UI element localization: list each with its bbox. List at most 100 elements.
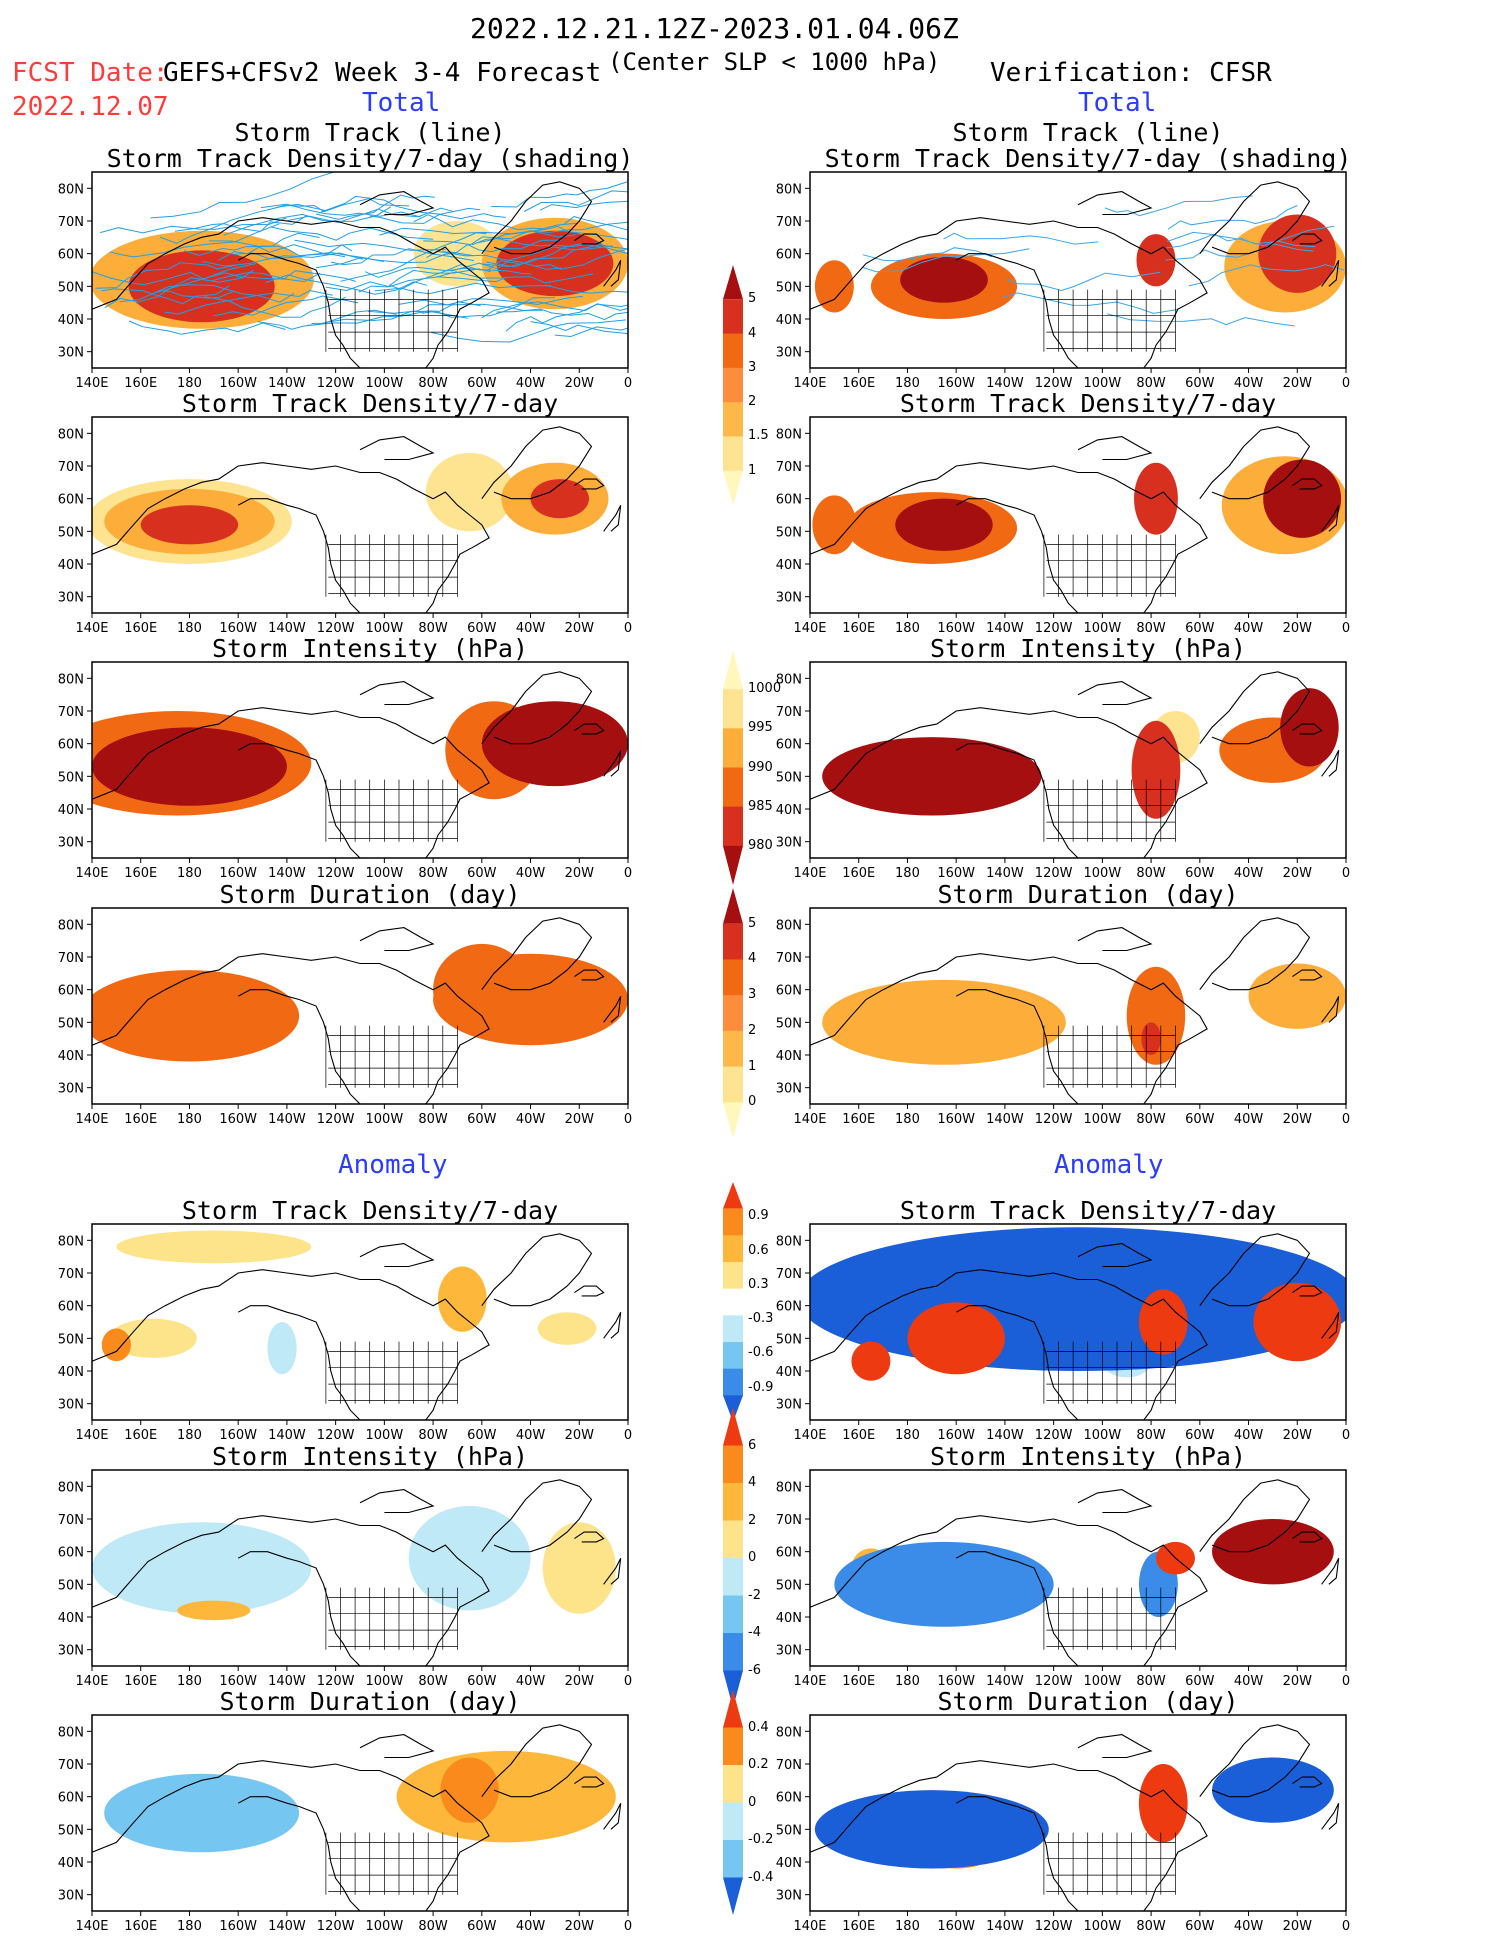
p14-shade-1: [814, 1790, 1049, 1869]
p9-shade-5: [101, 1328, 131, 1362]
p11-frame: [91, 1469, 629, 1667]
p10-shade-5: [851, 1341, 891, 1381]
p14-lon-label-2: 180: [895, 1919, 920, 1934]
cb-adur-swatch-3: [723, 1802, 743, 1841]
p1-track-line-57: [325, 271, 507, 292]
p9-lon-label-8: 60W: [467, 1428, 497, 1443]
p14-lon-label-5: 120W: [1035, 1919, 1073, 1934]
p11-title: Storm Intensity (hPa): [211, 1442, 529, 1471]
p14-frame: [809, 1714, 1347, 1912]
cb-adur-label-3: -0.2: [748, 1832, 774, 1847]
p5-lat-label-4: 40N: [58, 803, 84, 818]
p8-title: Storm Duration (day): [937, 880, 1239, 909]
cb-density-svg: [723, 265, 743, 505]
p11-lat-label-2: 60N: [58, 1546, 84, 1561]
cb-density-label-4: 1.5: [748, 428, 769, 444]
p7-lat-label-0: 80N: [58, 918, 84, 933]
cb-aint-label-1: 4: [748, 1475, 757, 1490]
p13-lon-label-6: 100W: [366, 1919, 404, 1934]
cb-intensity-label-0: 1000: [748, 681, 782, 697]
p8-lat-label-0: 80N: [776, 918, 802, 933]
cb-intensity-swatch-5: [723, 845, 743, 885]
p14-svg: 80N 70N 60N 50N 40N 30N 140E 160E 180 160W 140W 120…: [776, 1714, 1350, 1934]
p6-coastline-5: [1077, 681, 1153, 706]
p4-lon-label-3: 160W: [937, 621, 975, 636]
p1-lon-label-7: 80W: [418, 376, 448, 391]
p8-lon-label-6: 100W: [1084, 1112, 1122, 1127]
p12-coastline-1: [955, 1551, 1079, 1666]
cb-intensity-label-4: 980: [748, 837, 773, 853]
p13-shade-1: [104, 1773, 300, 1853]
p12-lat-label-0: 80N: [776, 1480, 802, 1495]
p6-lon-label-5: 120W: [1035, 866, 1073, 881]
p9-lon-label-4: 140W: [268, 1428, 306, 1443]
p14-lon-label-9: 40W: [1234, 1919, 1264, 1934]
p1-coastline-2: [481, 181, 593, 255]
p7-coastline-3: [574, 969, 605, 981]
p4-lat-label-4: 40N: [776, 558, 802, 573]
p6-lon-label-2: 180: [895, 866, 920, 881]
p2-lat-label-1: 70N: [776, 215, 802, 230]
p13-lon-label-5: 120W: [317, 1919, 355, 1934]
p10-frame: [809, 1223, 1347, 1421]
p1-lon-label-4: 140W: [268, 376, 306, 391]
p1-track-line-49: [539, 200, 628, 211]
p6-coastline-2: [1199, 671, 1311, 745]
p3-frame: [91, 416, 629, 614]
cb-adens-label-2: 0.3: [748, 1276, 769, 1292]
cb-adur-swatch-0: [723, 1690, 743, 1728]
section-anomaly-right: Anomaly: [1054, 1150, 1164, 1180]
p13-lat-label-0: 80N: [58, 1725, 84, 1740]
fcst-label: FCST Date:: [12, 58, 169, 88]
p9-lon-label-6: 100W: [366, 1428, 404, 1443]
p8-lon-label-10: 20W: [1283, 1112, 1313, 1127]
p5-lon-label-4: 140W: [268, 866, 306, 881]
p5-coastline-2: [481, 671, 593, 745]
cb-aint: 6 4 2 0 -2 -4 -6: [720, 1408, 761, 1712]
p4-lat-label-3: 50N: [776, 525, 802, 540]
p10-lat-label-3: 50N: [776, 1332, 802, 1347]
p1-lat-label-2: 60N: [58, 248, 84, 263]
p9-shade-4: [437, 1266, 487, 1332]
p4-lon-label-1: 160E: [842, 621, 875, 636]
cb-adur-swatch-2: [723, 1765, 743, 1803]
p13-svg: 80N 70N 60N 50N 40N 30N 140E 160E 180 160W 140W 120…: [58, 1714, 632, 1934]
p1-lon-label-2: 180: [177, 376, 202, 391]
p14-coastline-3: [1292, 1776, 1323, 1788]
p3-lat-label-3: 50N: [58, 525, 84, 540]
p1-coastline-3: [574, 233, 605, 245]
p9-lon-label-3: 160W: [219, 1428, 257, 1443]
p11-lat-label-3: 50N: [58, 1578, 84, 1593]
cb-aint-label-4: -2: [748, 1587, 761, 1603]
p8-lon-label-3: 160W: [937, 1112, 975, 1127]
p11-lon-label-0: 140E: [75, 1674, 108, 1689]
p1-track-line-62: [211, 270, 357, 282]
p7-lon-label-5: 120W: [317, 1112, 355, 1127]
p9-coastline-4: [603, 1311, 622, 1339]
p1-lon-label-8: 60W: [467, 376, 497, 391]
p8-lon-label-1: 160E: [842, 1112, 875, 1127]
cb-density-swatch-1: [723, 299, 743, 335]
p11-shade-3: [177, 1600, 251, 1621]
p6-shade-4: [1280, 688, 1339, 767]
p1-track-line-61: [218, 245, 346, 261]
cb-intensity-swatch-1: [723, 689, 743, 729]
p9-shade-0: [116, 1230, 312, 1264]
p13-lon-label-8: 60W: [467, 1919, 497, 1934]
p5-lon-label-8: 60W: [467, 866, 497, 881]
p6-lat-label-2: 60N: [776, 738, 802, 753]
p13-lat-label-4: 40N: [58, 1856, 84, 1871]
cb-aint-swatch-4: [723, 1558, 743, 1596]
p1-track-line-8: [441, 239, 562, 254]
p3-lon-label-9: 40W: [516, 621, 546, 636]
cb-adur-swatch-4: [723, 1840, 743, 1878]
p4-lon-label-4: 140W: [986, 621, 1024, 636]
p13-title: Storm Duration (day): [219, 1687, 521, 1716]
p7-svg: 80N 70N 60N 50N 40N 30N 140E 160E 180 160W 140W 120…: [58, 907, 632, 1127]
p1-lon-label-5: 120W: [317, 376, 355, 391]
cb-adur-label-0: 0.4: [748, 1719, 769, 1735]
p2-coastline-5: [1077, 191, 1153, 216]
p14-lat-label-0: 80N: [776, 1725, 802, 1740]
p1-track-line-35: [265, 274, 428, 295]
p2-shade-3: [1136, 234, 1176, 287]
